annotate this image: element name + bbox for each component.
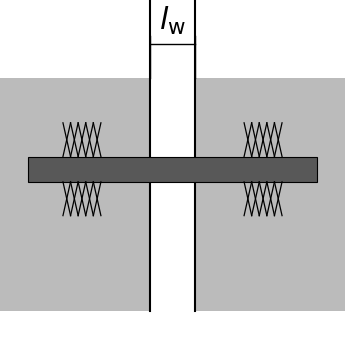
- Bar: [28, 156, 317, 182]
- Bar: [150, 0, 195, 311]
- Bar: [0, 0, 345, 78]
- Text: $\it{l}_{\rm{w}}$: $\it{l}_{\rm{w}}$: [159, 5, 186, 37]
